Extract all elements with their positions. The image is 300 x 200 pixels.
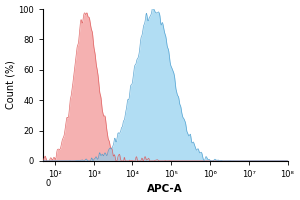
Y-axis label: Count (%): Count (%) (6, 61, 16, 109)
Text: 0: 0 (45, 179, 51, 188)
X-axis label: APC-A: APC-A (147, 184, 183, 194)
